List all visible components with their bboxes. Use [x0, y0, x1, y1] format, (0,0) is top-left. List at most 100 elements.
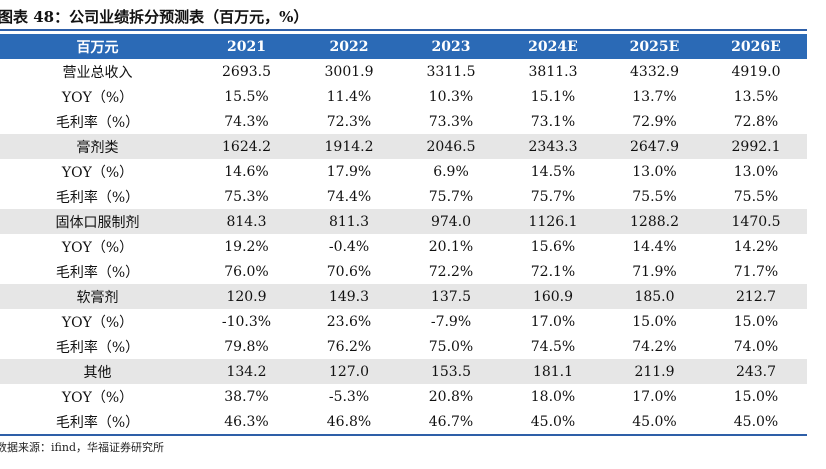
table-row: 毛利率（%） 75.3% 74.4% 75.7% 75.7% 75.5% 75.5%: [0, 184, 807, 209]
table-cell: 181.1: [502, 359, 604, 384]
table-cell: 75.5%: [733, 188, 779, 205]
source-note: 数据来源：ifind，华福证券研究所: [0, 441, 164, 454]
table-cell: 2647.9: [604, 134, 705, 159]
table-cell: 17.9%: [326, 163, 372, 180]
table-cell: 4919.0: [731, 63, 781, 80]
table-row: 毛利率（%） 76.0% 70.6% 72.2% 72.1% 71.9% 71.7%: [0, 259, 807, 284]
table-row: 毛利率（%） 74.3% 72.3% 73.3% 73.1% 72.9% 72.8%: [0, 109, 807, 134]
table-cell: 243.7: [705, 359, 807, 384]
table-cell: 13.0%: [733, 163, 779, 180]
table-cell: 149.3: [298, 284, 400, 309]
table-cell: 974.0: [400, 209, 502, 234]
table-cell: 75.7%: [530, 188, 576, 205]
table-cell: 76.0%: [224, 263, 269, 280]
table-row: 软膏剂 120.9 149.3 137.5 160.9 185.0 212.7: [0, 284, 807, 309]
table-cell: 18.0%: [530, 388, 576, 405]
table-cell: 6.9%: [433, 163, 469, 180]
row-label: 膏剂类: [0, 134, 195, 159]
table-cell: 45.0%: [604, 409, 705, 436]
table-cell: 212.7: [705, 284, 807, 309]
table-cell: 74.0%: [733, 338, 779, 355]
table-cell: 134.2: [195, 359, 298, 384]
table-cell: 20.8%: [428, 388, 474, 405]
table-cell: 76.2%: [326, 338, 372, 355]
row-label: YOY（%）: [61, 389, 134, 406]
row-label: YOY（%）: [61, 239, 134, 256]
row-label: 其他: [0, 359, 195, 384]
table-cell: 15.0%: [733, 313, 779, 330]
forecast-table: 百万元 2021 2022 2023 2024E 2025E 2026E 营业总…: [0, 34, 807, 436]
table-cell: 19.2%: [224, 238, 269, 255]
title-rule: [0, 29, 807, 31]
row-label: 毛利率（%）: [55, 114, 140, 131]
table-cell: 71.9%: [632, 263, 677, 280]
table-cell: 10.3%: [428, 88, 474, 105]
table-cell: 45.0%: [502, 409, 604, 436]
table-cell: 14.4%: [632, 238, 677, 255]
table-cell: 14.6%: [224, 163, 269, 180]
table-cell: 11.4%: [326, 88, 372, 105]
table-cell: 811.3: [298, 209, 400, 234]
table-cell: 13.7%: [632, 88, 677, 105]
table-cell: 4332.9: [630, 63, 679, 80]
table-row: YOY（%） 15.5% 11.4% 10.3% 15.1% 13.7% 13.5%: [0, 84, 807, 109]
table-row: 固体口服制剂 814.3 811.3 974.0 1126.1 1288.2 1470.5: [0, 209, 807, 234]
table-cell: 75.5%: [632, 188, 677, 205]
table-cell: 75.0%: [428, 338, 474, 355]
row-label: 软膏剂: [0, 284, 195, 309]
table-cell: 15.0%: [632, 313, 677, 330]
table-cell: -0.4%: [328, 238, 370, 255]
table-cell: 74.2%: [632, 338, 677, 355]
table-cell: 1126.1: [502, 209, 604, 234]
table-cell: 45.0%: [705, 409, 807, 436]
table-cell: 73.3%: [428, 113, 474, 130]
table-row: YOY（%） -10.3% 23.6% -7.9% 17.0% 15.0% 15.0%: [0, 309, 807, 334]
table-cell: 1624.2: [195, 134, 298, 159]
row-label: YOY（%）: [61, 314, 134, 331]
header-cell-2023: 2023: [400, 34, 502, 59]
table-cell: 14.5%: [530, 163, 576, 180]
table-cell: 3311.5: [426, 63, 476, 80]
table-cell: 74.3%: [224, 113, 269, 130]
table-cell: 74.5%: [530, 338, 576, 355]
table-row: YOY（%） 14.6% 17.9% 6.9% 14.5% 13.0% 13.0%: [0, 159, 807, 184]
table-cell: -7.9%: [430, 313, 472, 330]
table-cell: 75.7%: [428, 188, 474, 205]
table-cell: -10.3%: [221, 313, 272, 330]
table-cell: 75.3%: [224, 188, 269, 205]
header-cell-2021: 2021: [195, 34, 298, 59]
table-cell: 15.1%: [530, 88, 576, 105]
header-cell-2022: 2022: [298, 34, 400, 59]
table-cell: 72.8%: [733, 113, 779, 130]
table-row: YOY（%） 19.2% -0.4% 20.1% 15.6% 14.4% 14.2%: [0, 234, 807, 259]
table-cell: 73.1%: [530, 113, 576, 130]
table-header-row: 百万元 2021 2022 2023 2024E 2025E 2026E: [0, 34, 807, 59]
table-cell: 153.5: [400, 359, 502, 384]
table-cell: 2992.1: [705, 134, 807, 159]
table-cell: 1288.2: [604, 209, 705, 234]
table-row: YOY（%） 38.7% -5.3% 20.8% 18.0% 17.0% 15.0%: [0, 384, 807, 409]
table-cell: 72.3%: [326, 113, 372, 130]
row-label: 毛利率（%）: [55, 264, 140, 281]
table-cell: 2343.3: [502, 134, 604, 159]
table-cell: 74.4%: [326, 188, 372, 205]
row-label: 毛利率（%）: [55, 189, 140, 206]
table-row: 营业总收入 2693.5 3001.9 3311.5 3811.3 4332.9 4919.…: [0, 59, 807, 84]
figure-title: 图表 48：公司业绩拆分预测表（百万元，%）: [0, 8, 309, 26]
table-cell: 15.0%: [733, 388, 779, 405]
table-cell: 46.3%: [195, 409, 298, 436]
table-cell: 38.7%: [224, 388, 269, 405]
row-label: 固体口服制剂: [0, 209, 195, 234]
table-cell: 185.0: [604, 284, 705, 309]
table-cell: 72.1%: [530, 263, 576, 280]
table-cell: 13.5%: [733, 88, 779, 105]
table-cell: 70.6%: [326, 263, 372, 280]
table-cell: 211.9: [604, 359, 705, 384]
table-cell: -5.3%: [328, 388, 370, 405]
table-cell: 15.5%: [224, 88, 269, 105]
header-cell-2025e: 2025E: [604, 34, 705, 59]
table-cell: 1914.2: [298, 134, 400, 159]
header-cell-unit: 百万元: [0, 34, 195, 59]
table-cell: 23.6%: [326, 313, 372, 330]
table-cell: 127.0: [298, 359, 400, 384]
